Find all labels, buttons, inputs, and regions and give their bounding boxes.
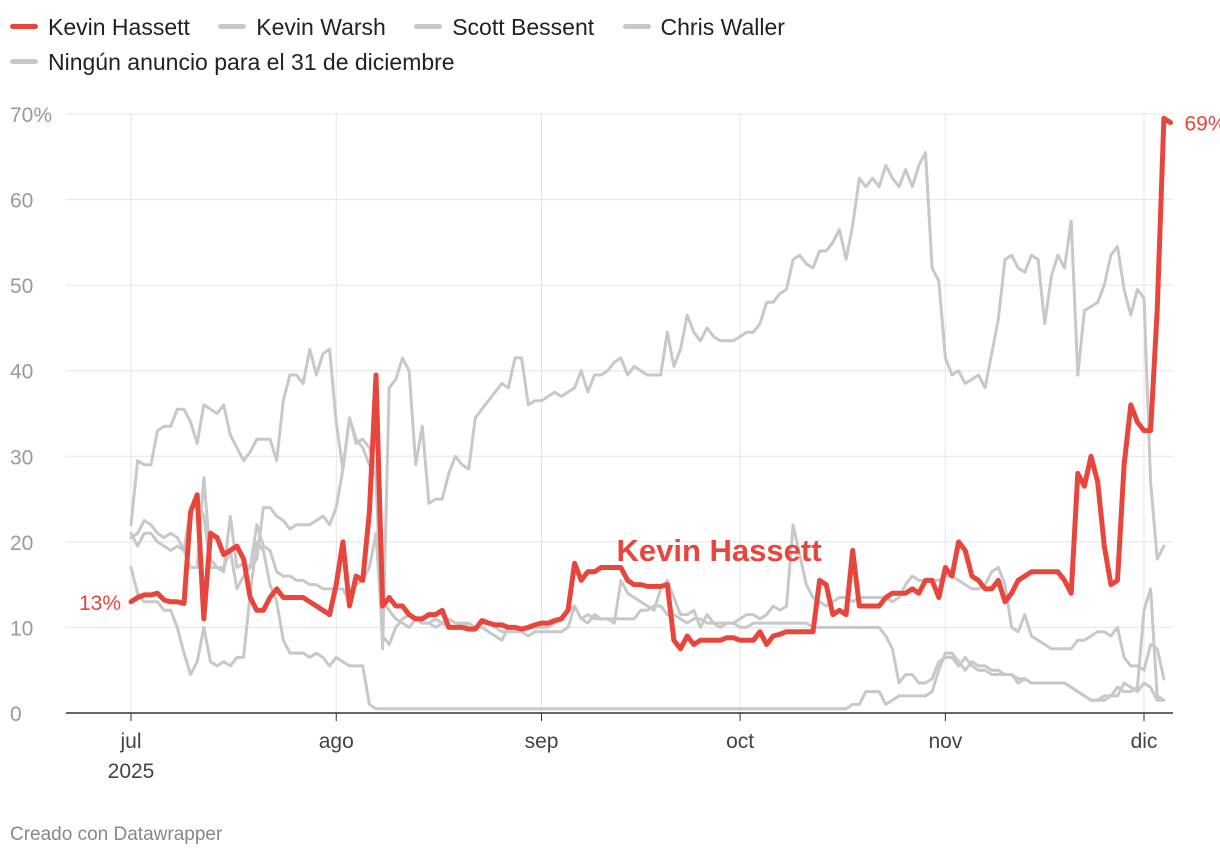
start-value-label: 13% xyxy=(79,592,121,615)
y-tick-label: 60 xyxy=(10,190,33,213)
series-line-scott-bessent xyxy=(129,476,1166,681)
legend-swatch-no-announcement xyxy=(10,59,38,65)
legend-item-bessent[interactable]: Scott Bessent xyxy=(414,10,594,45)
series-line-chris-waller xyxy=(129,540,1166,711)
x-tick-label: nov xyxy=(928,730,962,753)
legend-label-no-announcement: Ningún anuncio para el 31 de diciembre xyxy=(48,49,455,75)
legend-swatch-bessent xyxy=(414,24,443,30)
inline-series-label: Kevin Hassett xyxy=(616,533,821,568)
y-tick-label: 0 xyxy=(10,703,22,726)
y-tick-label: 40 xyxy=(10,361,33,384)
x-tick-label: dic xyxy=(1131,730,1158,753)
y-tick-label: 50 xyxy=(10,275,33,298)
legend-item-hassett[interactable]: Kevin Hassett xyxy=(10,10,190,45)
legend-swatch-warsh xyxy=(218,24,247,30)
chart-legend: Kevin Hassett Kevin Warsh Scott Bessent … xyxy=(10,10,1200,80)
y-tick-label: 10 xyxy=(10,617,33,640)
series-line-kevin-hassett xyxy=(128,115,1173,652)
x-tick-label: sep xyxy=(525,730,559,753)
x-tick-label: jul xyxy=(119,730,141,753)
series-line-kevin-warsh xyxy=(129,416,1166,702)
end-value-label: 69% xyxy=(1184,113,1220,136)
y-tick-label: 70% xyxy=(10,104,52,127)
legend-item-waller[interactable]: Chris Waller xyxy=(622,10,785,45)
credit-footer: Creado con Datawrapper xyxy=(10,824,223,845)
legend-item-warsh[interactable]: Kevin Warsh xyxy=(218,10,386,45)
legend-label-warsh: Kevin Warsh xyxy=(256,14,386,40)
y-tick-label: 30 xyxy=(10,446,33,469)
legend-item-no-announcement[interactable]: Ningún anuncio para el 31 de diciembre xyxy=(10,45,455,80)
legend-label-waller: Chris Waller xyxy=(660,14,785,40)
x-tick-sublabel: 2025 xyxy=(108,760,155,783)
y-tick-label: 20 xyxy=(10,532,33,555)
legend-swatch-hassett xyxy=(10,24,38,30)
x-tick-label: ago xyxy=(319,730,354,753)
legend-swatch-waller xyxy=(622,24,651,30)
x-tick-label: oct xyxy=(726,730,754,753)
series-line-ningun-anuncio-para-el-31-de-diciembre xyxy=(129,151,1166,651)
legend-label-bessent: Scott Bessent xyxy=(452,14,595,40)
legend-label-hassett: Kevin Hassett xyxy=(48,14,190,40)
